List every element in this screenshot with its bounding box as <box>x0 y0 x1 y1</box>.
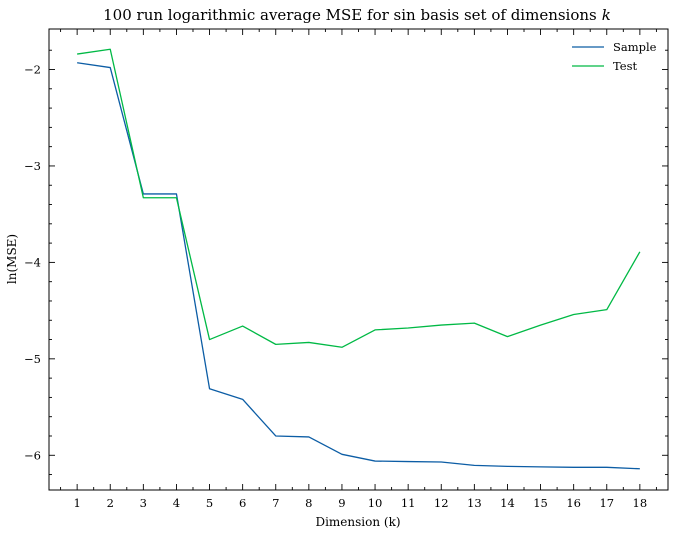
y-axis-label: ln(MSE) <box>5 234 19 284</box>
y-tick-label: −4 <box>24 255 41 269</box>
x-tick-label: 2 <box>107 496 114 510</box>
y-tick-label: −2 <box>24 63 41 77</box>
x-axis-label: Dimension (k) <box>315 515 400 529</box>
x-tick-label: 1 <box>73 496 80 510</box>
x-tick-label: 3 <box>140 496 147 510</box>
x-tick-label: 14 <box>500 496 515 510</box>
x-tick-label: 12 <box>434 496 449 510</box>
legend-label-sample: Sample <box>613 40 657 54</box>
y-tick-label: −6 <box>24 448 41 462</box>
series-line-sample <box>77 62 640 470</box>
x-tick-label: 10 <box>368 496 383 510</box>
series-group <box>77 48 641 470</box>
legend-label-test: Test <box>613 59 637 73</box>
y-axis-ticks: −2 −3 −4 −5 −6 <box>24 49 668 476</box>
plot-frame <box>48 28 669 491</box>
chart-title: 100 run logarithmic average MSE for sin … <box>103 6 611 24</box>
plot-area: 1 2 3 4 5 6 7 8 9 10 11 12 13 14 15 16 17 18 −2−3−4−5−6 <box>24 28 669 510</box>
x-axis-ticks: 1 2 3 4 5 6 7 8 9 10 11 12 13 14 15 16 17 18 <box>60 29 657 510</box>
series-line-test <box>77 48 641 348</box>
x-tick-label: 4 <box>173 496 180 510</box>
x-tick-label: 6 <box>239 496 246 510</box>
x-tick-label: 15 <box>533 496 548 510</box>
x-tick-label: 8 <box>305 496 312 510</box>
y-tick-label: −3 <box>24 159 41 173</box>
x-tick-label: 9 <box>338 496 345 510</box>
x-tick-label: 13 <box>467 496 482 510</box>
x-tick-label: 7 <box>272 496 279 510</box>
x-tick-label: 17 <box>599 496 614 510</box>
y-tick-label: −5 <box>24 352 41 366</box>
x-tick-label: 11 <box>401 496 416 510</box>
chart-title-variable: k <box>602 6 611 24</box>
x-tick-label: 5 <box>206 496 213 510</box>
x-tick-label: 18 <box>633 496 648 510</box>
legend: Sample Test <box>572 40 657 73</box>
x-tick-label: 16 <box>566 496 581 510</box>
chart-title-text: 100 run logarithmic average MSE for sin … <box>103 6 597 24</box>
